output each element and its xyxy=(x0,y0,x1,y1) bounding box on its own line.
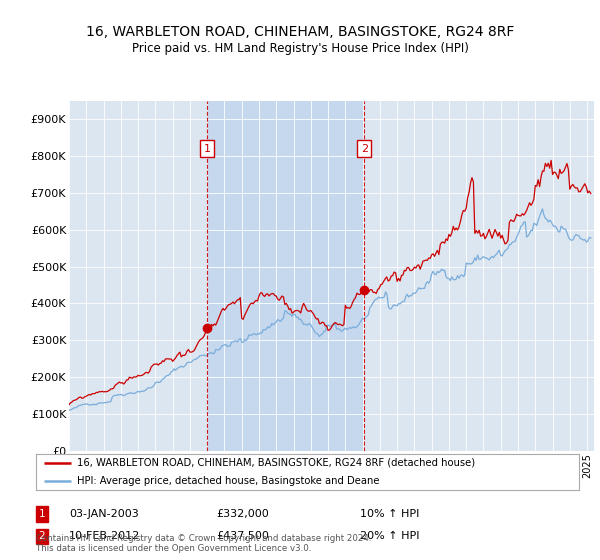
Text: Price paid vs. HM Land Registry's House Price Index (HPI): Price paid vs. HM Land Registry's House … xyxy=(131,42,469,55)
Text: £332,000: £332,000 xyxy=(216,509,269,519)
Text: Contains HM Land Registry data © Crown copyright and database right 2024.
This d: Contains HM Land Registry data © Crown c… xyxy=(36,534,371,553)
Text: 2: 2 xyxy=(38,531,46,542)
Text: 1: 1 xyxy=(204,144,211,153)
Text: 03-JAN-2003: 03-JAN-2003 xyxy=(69,509,139,519)
Text: 2: 2 xyxy=(361,144,368,153)
Text: 16, WARBLETON ROAD, CHINEHAM, BASINGSTOKE, RG24 8RF: 16, WARBLETON ROAD, CHINEHAM, BASINGSTOK… xyxy=(86,25,514,39)
Text: 16, WARBLETON ROAD, CHINEHAM, BASINGSTOKE, RG24 8RF (detached house): 16, WARBLETON ROAD, CHINEHAM, BASINGSTOK… xyxy=(77,458,475,468)
Text: 10% ↑ HPI: 10% ↑ HPI xyxy=(360,509,419,519)
Text: 1: 1 xyxy=(38,509,46,519)
Text: 20% ↑ HPI: 20% ↑ HPI xyxy=(360,531,419,542)
Text: HPI: Average price, detached house, Basingstoke and Deane: HPI: Average price, detached house, Basi… xyxy=(77,476,379,486)
Text: 10-FEB-2012: 10-FEB-2012 xyxy=(69,531,140,542)
Bar xyxy=(208,101,364,451)
Text: £437,500: £437,500 xyxy=(216,531,269,542)
